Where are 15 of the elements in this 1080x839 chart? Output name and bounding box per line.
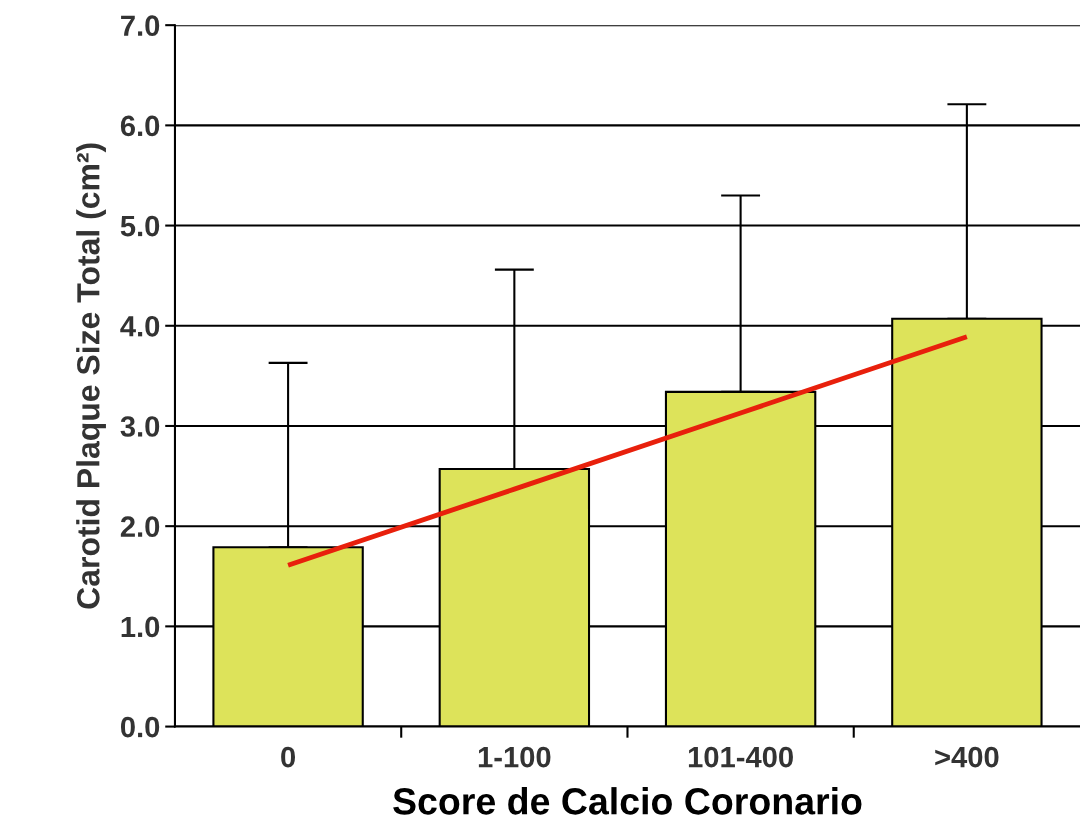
y-tick-label: 3.0 (120, 416, 160, 437)
y-tick-label: 2.0 (120, 516, 160, 538)
x-tick-label: 101-400 (688, 746, 793, 768)
y-tick-label: 4.0 (120, 315, 160, 337)
line-series (285, 334, 970, 568)
y-tick-label: 5.0 (120, 215, 160, 237)
y-tick-label: 6.0 (120, 115, 160, 137)
x-axis-title: Score de Calcio Coronario (393, 787, 862, 815)
y-tick-label: 0.0 (120, 716, 160, 738)
y-tick-label: 7.0 (121, 15, 160, 37)
x-tick-label: 0 (281, 746, 296, 768)
x-tick-label: 1-100 (478, 746, 551, 768)
y-axis-title: Carotid Plaque Size Total (cm²) (76, 143, 106, 609)
y-tick-label: 1.0 (121, 616, 160, 638)
x-tick-label: >400 (935, 746, 999, 768)
